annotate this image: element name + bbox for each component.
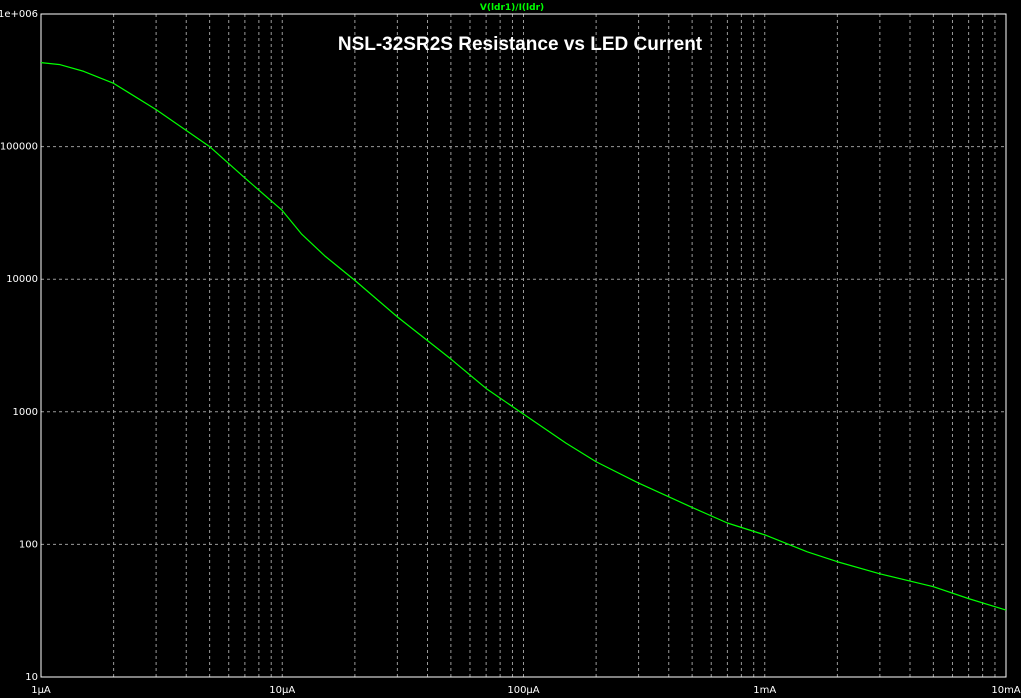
x-tick-label: 1mA bbox=[753, 685, 776, 696]
y-tick-label: 100000 bbox=[0, 142, 38, 153]
plot-border bbox=[40, 13, 1007, 678]
y-tick-label: 10000 bbox=[6, 274, 38, 285]
x-tick-label: 1µA bbox=[31, 685, 51, 696]
x-tick-label: 100µA bbox=[507, 685, 539, 696]
grid-lines bbox=[41, 14, 1006, 677]
y-tick-label: 1e+006 bbox=[0, 9, 38, 20]
y-tick-label: 10 bbox=[25, 672, 38, 683]
legend[interactable]: V(ldr1)/I(ldr) bbox=[480, 3, 544, 13]
legend-entry[interactable]: V(ldr1)/I(ldr) bbox=[480, 3, 544, 13]
x-tick-label: 10µA bbox=[269, 685, 295, 696]
plot-frame bbox=[40, 13, 1007, 678]
series-lines bbox=[40, 62, 1007, 611]
y-tick-label: 1000 bbox=[13, 407, 38, 418]
x-tick-label: 10mA bbox=[991, 685, 1020, 696]
x-tick-labels: 1µA 10µA 100µA 1mA 10mA bbox=[31, 685, 1021, 696]
y-tick-labels: 1e+006 100000 10000 1000 100 10 bbox=[0, 9, 38, 683]
y-tick-label: 100 bbox=[19, 539, 38, 550]
series-line bbox=[40, 62, 1007, 611]
chart-title: NSL-32SR2S Resistance vs LED Current bbox=[338, 34, 703, 55]
